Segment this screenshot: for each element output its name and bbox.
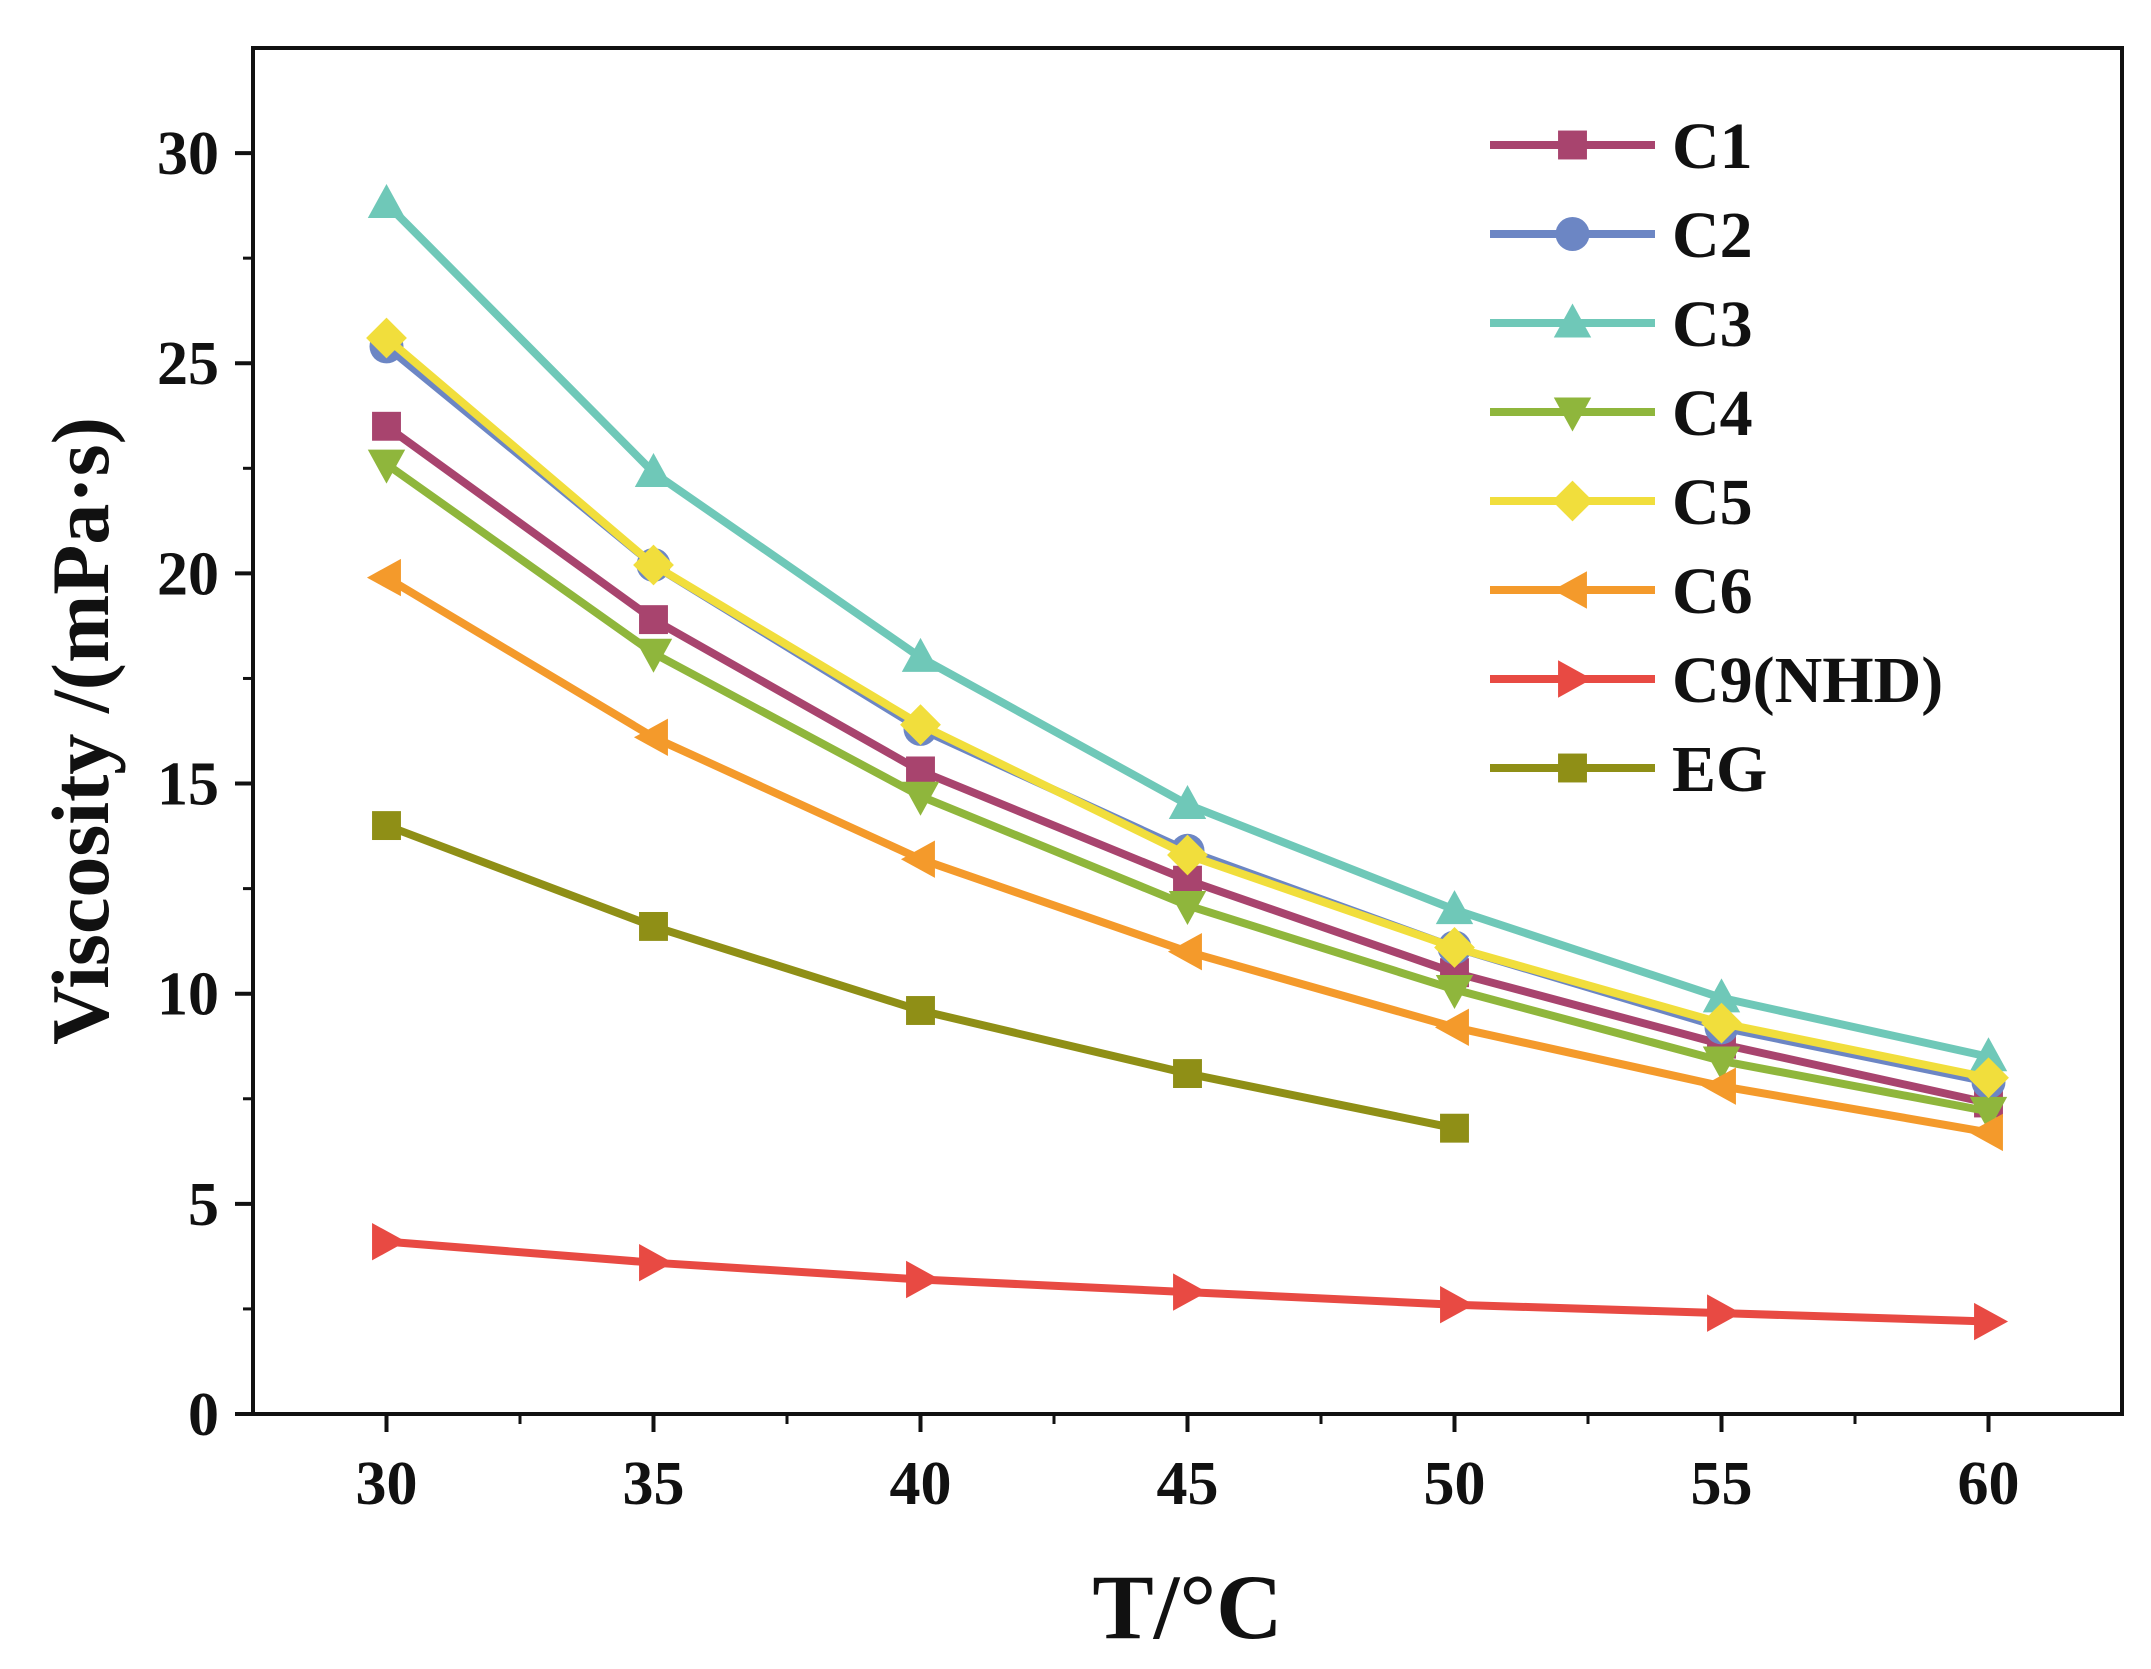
data-point — [639, 911, 668, 941]
legend-label: EG — [1672, 733, 1767, 806]
legend-label: C9(NHD) — [1672, 644, 1943, 717]
data-point — [901, 781, 940, 816]
data-point — [906, 996, 935, 1025]
data-point — [633, 544, 674, 586]
data-point — [906, 1260, 941, 1299]
legend-item: C6 — [1490, 555, 1753, 628]
legend-marker — [1552, 480, 1593, 522]
data-point — [1440, 1113, 1469, 1143]
x-tick-label: 60 — [1958, 1450, 2020, 1518]
x-tick-label: 30 — [356, 1450, 418, 1518]
data-point — [1707, 1294, 1742, 1332]
data-point — [639, 605, 668, 635]
data-point — [1969, 1037, 2008, 1072]
data-point — [639, 1243, 674, 1282]
data-point — [633, 718, 668, 757]
legend-item: C3 — [1490, 288, 1753, 361]
data-point — [1701, 1067, 1736, 1105]
y-tick-label: 20 — [157, 540, 219, 608]
x-tick-label: 35 — [623, 1450, 685, 1518]
series-c3 — [367, 183, 2008, 1072]
data-point — [1701, 1002, 1742, 1044]
x-tick-label: 45 — [1157, 1450, 1219, 1518]
data-point — [1969, 1096, 2008, 1131]
data-point — [1435, 975, 1474, 1010]
legend-item: C2 — [1490, 199, 1753, 272]
legend-label: C4 — [1672, 377, 1753, 450]
data-point — [1168, 890, 1207, 925]
legend-marker — [1555, 217, 1590, 251]
legend-item: C1 — [1490, 110, 1753, 183]
data-point — [900, 840, 935, 878]
legend-label: C2 — [1672, 199, 1753, 272]
legend-label: C6 — [1672, 555, 1753, 628]
data-point — [1173, 1273, 1208, 1311]
data-point — [1974, 1302, 2009, 1341]
series-c5 — [366, 317, 2009, 1099]
series-layer — [366, 183, 2009, 1341]
y-tick-label: 25 — [157, 330, 219, 398]
series-c4 — [367, 449, 2008, 1131]
data-point — [372, 411, 401, 441]
x-axis-title: T/°C — [1092, 1556, 1282, 1658]
legend-marker — [1553, 397, 1592, 432]
data-point — [906, 756, 935, 786]
legend-item: C9(NHD) — [1490, 644, 1943, 717]
y-tick-label: 30 — [157, 120, 219, 188]
data-point — [634, 452, 673, 487]
legend-item: C5 — [1490, 466, 1753, 539]
data-point — [367, 449, 406, 484]
data-point — [1702, 978, 1741, 1013]
data-point — [1173, 1059, 1202, 1089]
legend-marker — [1558, 660, 1593, 698]
series-line — [385, 821, 1456, 1133]
data-point — [1968, 1113, 2003, 1152]
data-point — [1434, 927, 1475, 968]
y-tick-label: 10 — [157, 961, 219, 1029]
data-point — [901, 637, 940, 672]
data-point — [372, 811, 401, 841]
data-point — [366, 317, 407, 359]
legend-item: C4 — [1490, 377, 1753, 450]
data-point — [1167, 834, 1208, 876]
legend-label: C3 — [1672, 288, 1753, 361]
data-point — [1702, 1046, 1741, 1081]
data-point — [366, 558, 401, 597]
data-point — [372, 1222, 407, 1261]
data-point — [1167, 932, 1202, 971]
legend-marker — [1552, 571, 1587, 609]
data-point — [1440, 1286, 1475, 1324]
y-tick-label: 15 — [157, 751, 219, 819]
x-tick-label: 40 — [890, 1450, 952, 1518]
series-c9-nhd- — [372, 1222, 2009, 1341]
series-eg — [372, 811, 1469, 1143]
legend-marker — [1558, 130, 1587, 160]
data-point — [1168, 785, 1207, 820]
y-tick-label: 0 — [188, 1381, 219, 1449]
axes-layer: 30 35 40 45 50 55 60 0 5 10 15 20 25 30 — [157, 46, 2124, 1518]
data-point — [634, 638, 673, 673]
legend-label: C5 — [1672, 466, 1753, 539]
legend-label: C1 — [1672, 110, 1753, 183]
data-point — [900, 704, 941, 746]
data-point — [1435, 890, 1474, 925]
legend: C1 C2 C3 C4 C5 C6 C9(NHD) EG — [1490, 110, 1943, 806]
data-point — [1434, 1008, 1469, 1047]
data-point — [367, 183, 406, 218]
data-point — [1968, 1057, 2009, 1099]
y-tick-label: 5 — [188, 1171, 219, 1239]
legend-marker — [1558, 753, 1587, 783]
plot-frame — [251, 46, 2124, 1416]
x-tick-label: 55 — [1691, 1450, 1753, 1518]
y-axis-title: Viscosity /(mPa·s) — [35, 417, 126, 1045]
legend-item: EG — [1490, 733, 1767, 806]
series-c6 — [366, 558, 2003, 1152]
x-tick-label: 50 — [1424, 1450, 1486, 1518]
legend-marker — [1553, 303, 1592, 338]
